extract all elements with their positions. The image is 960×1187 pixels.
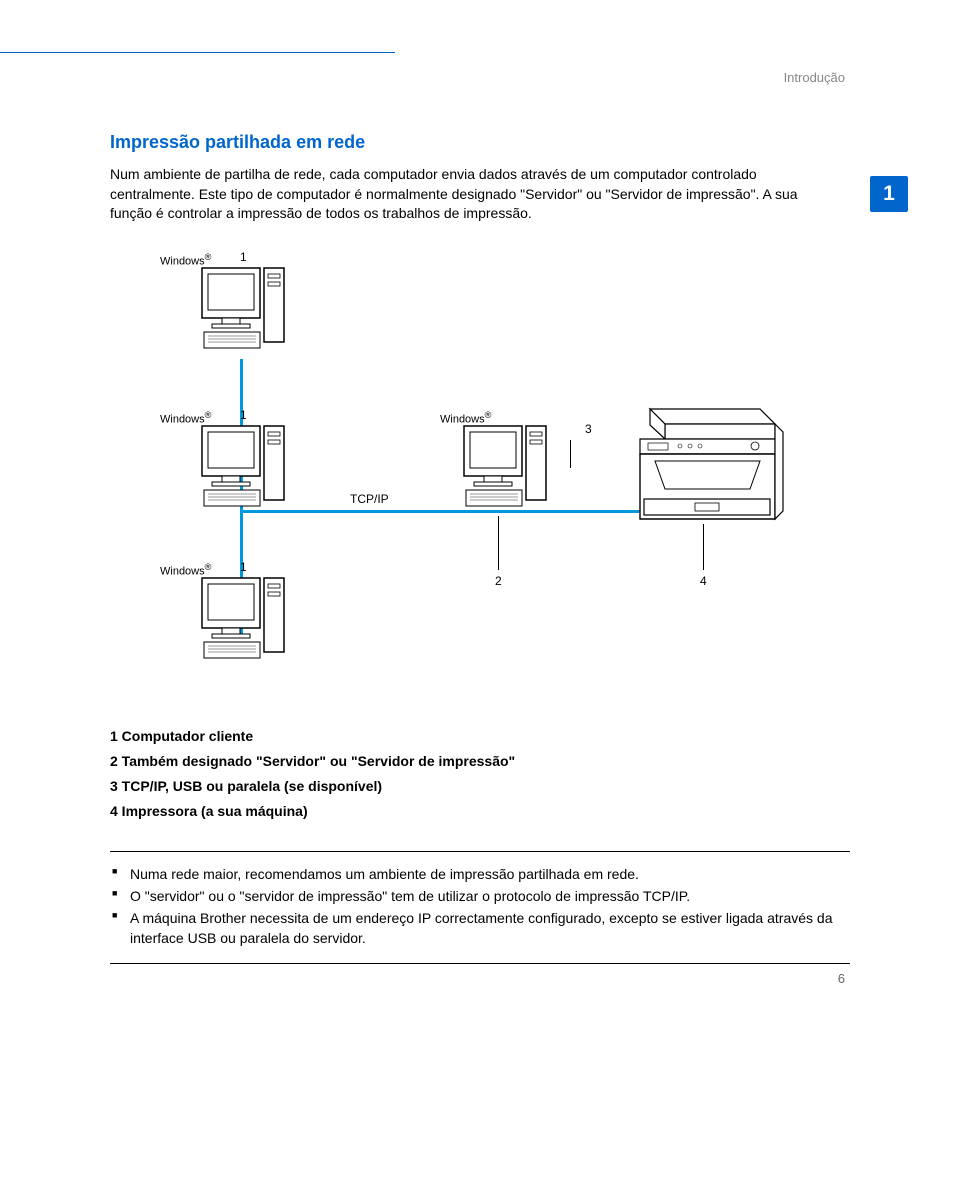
printer [620,399,785,544]
computer-icon [460,412,550,512]
os-label: Windows [440,413,485,425]
section-header-label: Introdução [784,70,845,85]
top-rule [0,52,395,53]
notes-block: Numa rede maior, recomendamos um ambient… [110,851,850,964]
pc-client-mid: Windows® 1 [198,412,288,517]
computer-icon [198,254,288,354]
client-num: 1 [240,560,247,574]
tcpip-label: TCP/IP [350,492,389,506]
legend: 1 Computador cliente 2 Também designado … [110,724,850,825]
page-number: 6 [838,971,845,986]
reg-mark: ® [205,410,212,420]
conn-stub [570,440,571,468]
pc-server: Windows® [460,412,550,517]
printer-icon [620,399,785,539]
note-3: A máquina Brother necessita de um endere… [110,908,850,949]
network-diagram: Windows® 1 Windows® 1 [170,244,790,704]
legend-1: 1 Computador cliente [110,724,850,749]
os-label: Windows [160,565,205,577]
legend-4: 4 Impressora (a sua máquina) [110,799,850,824]
computer-icon [198,412,288,512]
cable-h [240,510,670,513]
server-stub [498,516,499,570]
reg-mark: ® [205,562,212,572]
reg-mark: ® [205,252,212,262]
printer-stub [703,524,704,570]
chapter-badge: 1 [870,176,908,212]
pc-client-bottom: Windows® 1 [198,564,288,669]
legend-3: 3 TCP/IP, USB ou paralela (se disponível… [110,774,850,799]
section-title: Impressão partilhada em rede [110,132,850,153]
note-2: O "servidor" ou o "servidor de impressão… [110,886,850,906]
reg-mark: ® [485,410,492,420]
computer-icon [198,564,288,664]
printer-num: 4 [700,574,707,588]
os-label: Windows [160,255,205,267]
conn-num: 3 [585,422,592,436]
intro-paragraph: Num ambiente de partilha de rede, cada c… [110,165,810,224]
client-num: 1 [240,250,247,264]
legend-2: 2 Também designado "Servidor" ou "Servid… [110,749,850,774]
server-num: 2 [495,574,502,588]
client-num: 1 [240,408,247,422]
note-1: Numa rede maior, recomendamos um ambient… [110,864,850,884]
os-label: Windows [160,413,205,425]
pc-client-top: Windows® 1 [198,254,288,359]
